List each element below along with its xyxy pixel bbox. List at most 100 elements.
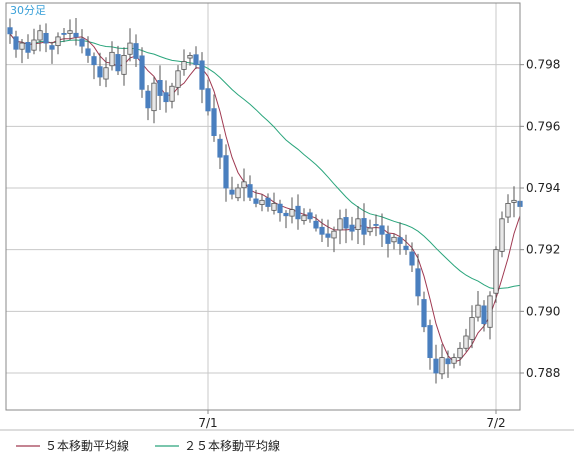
- ma5-line: [9, 33, 521, 363]
- candle: [43, 23, 49, 53]
- candle-body: [307, 212, 313, 220]
- candle-body: [361, 218, 367, 235]
- candle-body: [391, 236, 397, 243]
- candle-body: [43, 32, 49, 44]
- candle-body: [67, 30, 73, 34]
- candle-body: [223, 155, 229, 189]
- candle: [73, 18, 79, 46]
- candle: [127, 28, 133, 62]
- candle: [235, 183, 241, 202]
- candle-body: [409, 251, 415, 266]
- candle-body: [259, 199, 265, 205]
- candle-body: [331, 230, 337, 239]
- candle: [37, 24, 43, 52]
- candle: [193, 46, 199, 69]
- candle: [475, 290, 481, 322]
- candle-body: [337, 218, 343, 231]
- candle: [157, 65, 163, 111]
- candle-body: [151, 82, 157, 112]
- candle: [253, 189, 259, 208]
- candle: [79, 29, 85, 54]
- candle: [49, 41, 55, 64]
- candle: [217, 134, 223, 169]
- candle: [151, 76, 157, 124]
- candle: [397, 222, 403, 255]
- plot-frame: [5, 2, 521, 411]
- candle-body: [469, 317, 475, 340]
- candle: [271, 192, 277, 215]
- candle: [433, 344, 439, 384]
- candle: [373, 214, 379, 237]
- candle: [307, 208, 313, 223]
- period-label: 30分足: [10, 4, 46, 17]
- candle: [283, 210, 289, 229]
- candle: [427, 319, 433, 370]
- candle: [337, 209, 343, 245]
- candle-body: [211, 108, 217, 136]
- candle-body: [433, 358, 439, 374]
- candle: [61, 27, 67, 43]
- candle-body: [109, 51, 115, 67]
- moving-averages: [9, 33, 521, 363]
- candle: [391, 233, 397, 250]
- candle: [511, 186, 517, 218]
- candle-body: [229, 189, 235, 195]
- candle-body: [289, 209, 295, 217]
- candle-body: [397, 237, 403, 244]
- candle-body: [439, 357, 445, 375]
- candle-body: [463, 335, 469, 349]
- grid: [6, 3, 520, 410]
- candle: [31, 28, 37, 55]
- candle: [247, 175, 253, 201]
- candle-body: [481, 305, 487, 325]
- candle-body: [139, 55, 145, 90]
- candle-body: [295, 205, 301, 220]
- candle-body: [235, 187, 241, 199]
- candle: [181, 49, 187, 76]
- candle: [133, 34, 139, 67]
- candle-body: [325, 233, 331, 238]
- candle-body: [457, 347, 463, 359]
- candle: [211, 94, 217, 142]
- candle: [361, 203, 367, 246]
- y-axis: 0.798 0.796 0.794 0.792 0.790 0.788: [520, 58, 560, 380]
- candle-body: [373, 224, 379, 226]
- candle-body: [367, 227, 373, 233]
- legend-label-ma5: ５本移動平均線: [45, 438, 129, 453]
- candle-body: [265, 197, 271, 207]
- candle: [301, 208, 307, 225]
- candle-body: [487, 295, 493, 328]
- candle-body: [505, 203, 511, 218]
- candle-body: [379, 225, 385, 235]
- candle-body: [175, 70, 181, 88]
- candle-body: [19, 42, 25, 50]
- candle: [469, 305, 475, 349]
- candle-body: [349, 224, 355, 232]
- candle: [379, 213, 385, 247]
- candle: [415, 253, 421, 306]
- candle-body: [511, 199, 517, 203]
- candle-body: [55, 36, 61, 47]
- candle-body: [445, 358, 451, 365]
- candle-body: [247, 184, 253, 198]
- candle-body: [79, 38, 85, 47]
- candle: [109, 41, 115, 71]
- candle-body: [451, 357, 457, 364]
- candle-body: [97, 66, 103, 78]
- candle: [505, 194, 511, 223]
- candle-body: [163, 92, 169, 103]
- candle-body: [13, 36, 19, 50]
- candle-body: [277, 203, 283, 214]
- candle-body: [49, 45, 55, 50]
- candle-body: [403, 245, 409, 251]
- candle-body: [205, 88, 211, 112]
- y-tick-label: 0.796: [526, 119, 560, 133]
- candle: [205, 79, 211, 116]
- candle: [277, 199, 283, 222]
- candle-body: [103, 67, 109, 80]
- candle: [385, 225, 391, 258]
- candle: [139, 47, 145, 98]
- candle: [481, 300, 487, 332]
- candle: [331, 226, 337, 253]
- candle-body: [241, 181, 247, 189]
